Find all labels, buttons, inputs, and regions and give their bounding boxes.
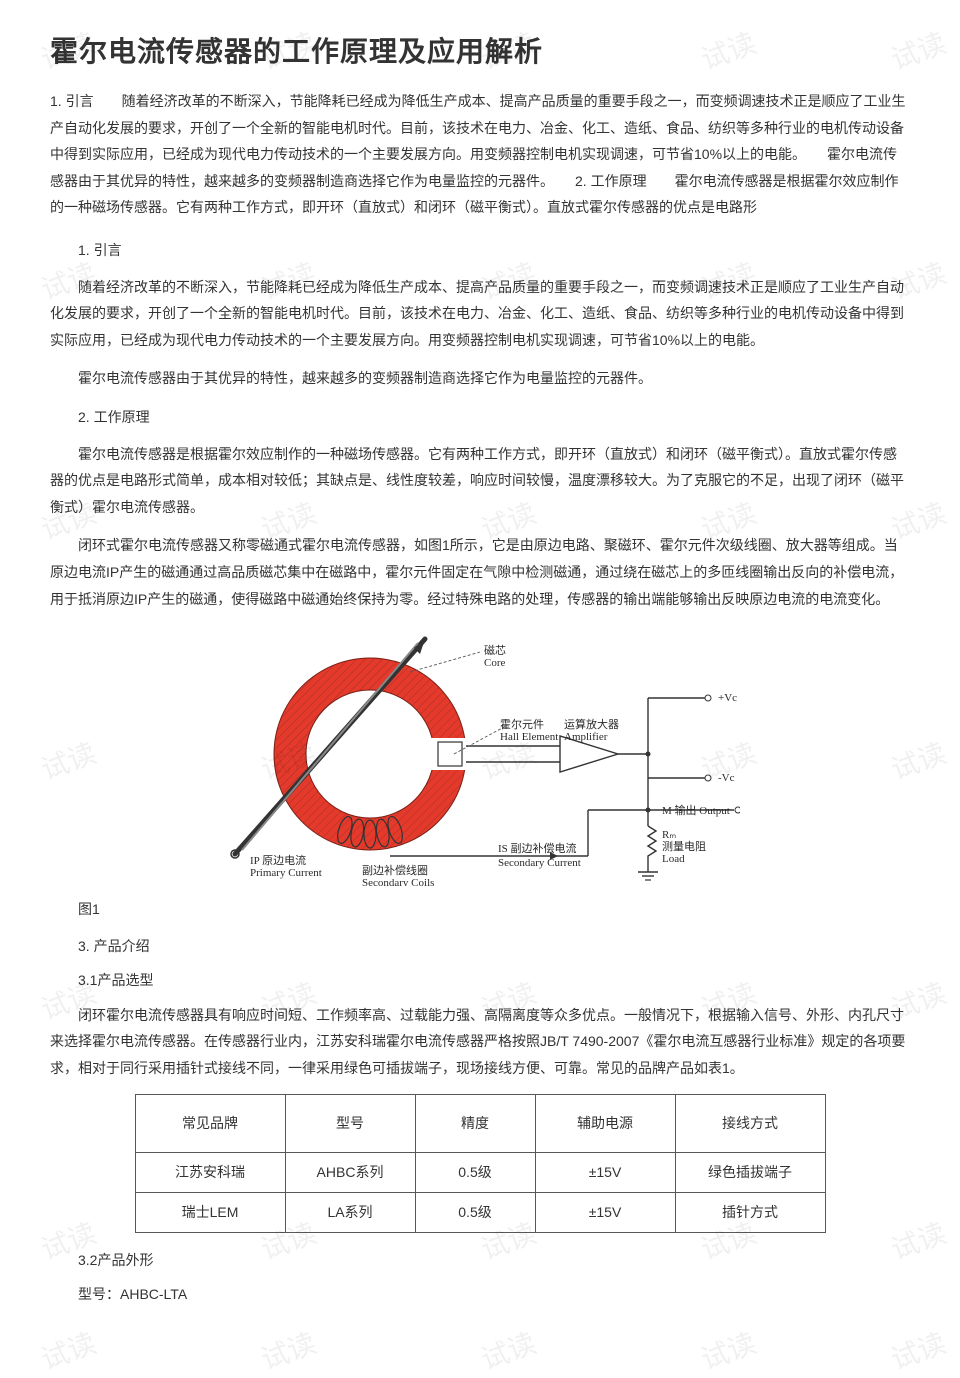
svg-text:M 输出 Output: M 输出 Output — [662, 803, 730, 817]
svg-text:IP 原边电流: IP 原边电流 — [250, 853, 306, 867]
svg-text:Amplifier: Amplifier — [564, 731, 608, 743]
svg-text:Core: Core — [484, 657, 506, 669]
svg-text:Secondary Coils: Secondary Coils — [362, 877, 434, 886]
table-header-cell: 型号 — [285, 1094, 415, 1152]
section-2-label: 2. 工作原理 — [50, 404, 910, 431]
table-cell: 插针方式 — [675, 1192, 825, 1232]
table-cell: AHBC系列 — [285, 1152, 415, 1192]
figure-1-caption: 图1 — [50, 896, 910, 923]
table-cell: 0.5级 — [415, 1192, 535, 1232]
table-header-cell: 精度 — [415, 1094, 535, 1152]
table-header-cell: 接线方式 — [675, 1094, 825, 1152]
section-3-label: 3. 产品介绍 — [50, 933, 910, 960]
table-cell: 江苏安科瑞 — [135, 1152, 285, 1192]
table-row: 江苏安科瑞AHBC系列0.5级±15V绿色插拔端子 — [135, 1152, 825, 1192]
table-cell: 瑞士LEM — [135, 1192, 285, 1232]
table-cell: LA系列 — [285, 1192, 415, 1232]
section-2-p2: 闭环式霍尔电流传感器又称零磁通式霍尔电流传感器，如图1所示，它是由原边电路、聚磁… — [50, 532, 910, 612]
page-title: 霍尔电流传感器的工作原理及应用解析 — [50, 30, 910, 70]
table-header-cell: 常见品牌 — [135, 1094, 285, 1152]
watermark: 试读 — [885, 1322, 951, 1378]
section-3-2-label: 3.2产品外形 — [50, 1247, 910, 1274]
watermark: 试读 — [35, 1322, 101, 1378]
svg-text:Load: Load — [662, 853, 685, 865]
svg-text:Primary Current: Primary Current — [250, 867, 322, 879]
svg-text:-Vc: -Vc — [718, 772, 735, 784]
svg-text:Rₘ: Rₘ — [662, 829, 676, 841]
figure-1: 磁芯Core 霍尔元件Hall Element 运算放大器Amplifier +Vc -… — [50, 626, 910, 886]
svg-text:霍尔元件: 霍尔元件 — [500, 718, 544, 731]
section-3-2-p1: 型号：AHBC-LTA — [50, 1281, 910, 1308]
section-2-p1: 霍尔电流传感器是根据霍尔效应制作的一种磁场传感器。它有两种工作方式，即开环（直放… — [50, 441, 910, 521]
svg-text:IS 副边补偿电流: IS 副边补偿电流 — [498, 841, 577, 855]
table-cell: ±15V — [535, 1192, 675, 1232]
section-3-1-label: 3.1产品选型 — [50, 967, 910, 994]
section-1-p2: 霍尔电流传感器由于其优异的特性，越来越多的变频器制造商选择它作为电量监控的元器件… — [50, 365, 910, 392]
abstract: 1. 引言 随着经济改革的不断深入，节能降耗已经成为降低生产成本、提高产品质量的… — [50, 88, 910, 221]
table-header-cell: 辅助电源 — [535, 1094, 675, 1152]
svg-text:+Vc: +Vc — [718, 692, 737, 704]
svg-text:磁芯: 磁芯 — [484, 643, 506, 657]
svg-text:测量电阻: 测量电阻 — [662, 840, 706, 853]
section-1-p1: 随着经济改革的不断深入，节能降耗已经成为降低生产成本、提高产品质量的重要手段之一… — [50, 274, 910, 354]
watermark: 试读 — [255, 1322, 321, 1378]
section-1-label: 1. 引言 — [50, 237, 910, 264]
svg-text:Secondary Current: Secondary Current — [498, 857, 581, 869]
table-row: 瑞士LEMLA系列0.5级±15V插针方式 — [135, 1192, 825, 1232]
table-1: 常见品牌型号精度辅助电源接线方式江苏安科瑞AHBC系列0.5级±15V绿色插拔端… — [135, 1094, 826, 1233]
svg-text:副边补偿线圈: 副边补偿线圈 — [362, 863, 428, 877]
table-cell: 0.5级 — [415, 1152, 535, 1192]
watermark: 试读 — [695, 1322, 761, 1378]
table-cell: 绿色插拔端子 — [675, 1152, 825, 1192]
table-cell: ±15V — [535, 1152, 675, 1192]
svg-text:运算放大器: 运算放大器 — [564, 717, 619, 731]
watermark: 试读 — [475, 1322, 541, 1378]
section-3-1-p1: 闭环霍尔电流传感器具有响应时间短、工作频率高、过载能力强、高隔离度等众多优点。一… — [50, 1002, 910, 1082]
figure-1-svg: 磁芯Core 霍尔元件Hall Element 运算放大器Amplifier +Vc -… — [220, 626, 740, 886]
svg-text:Hall Element: Hall Element — [500, 731, 558, 743]
